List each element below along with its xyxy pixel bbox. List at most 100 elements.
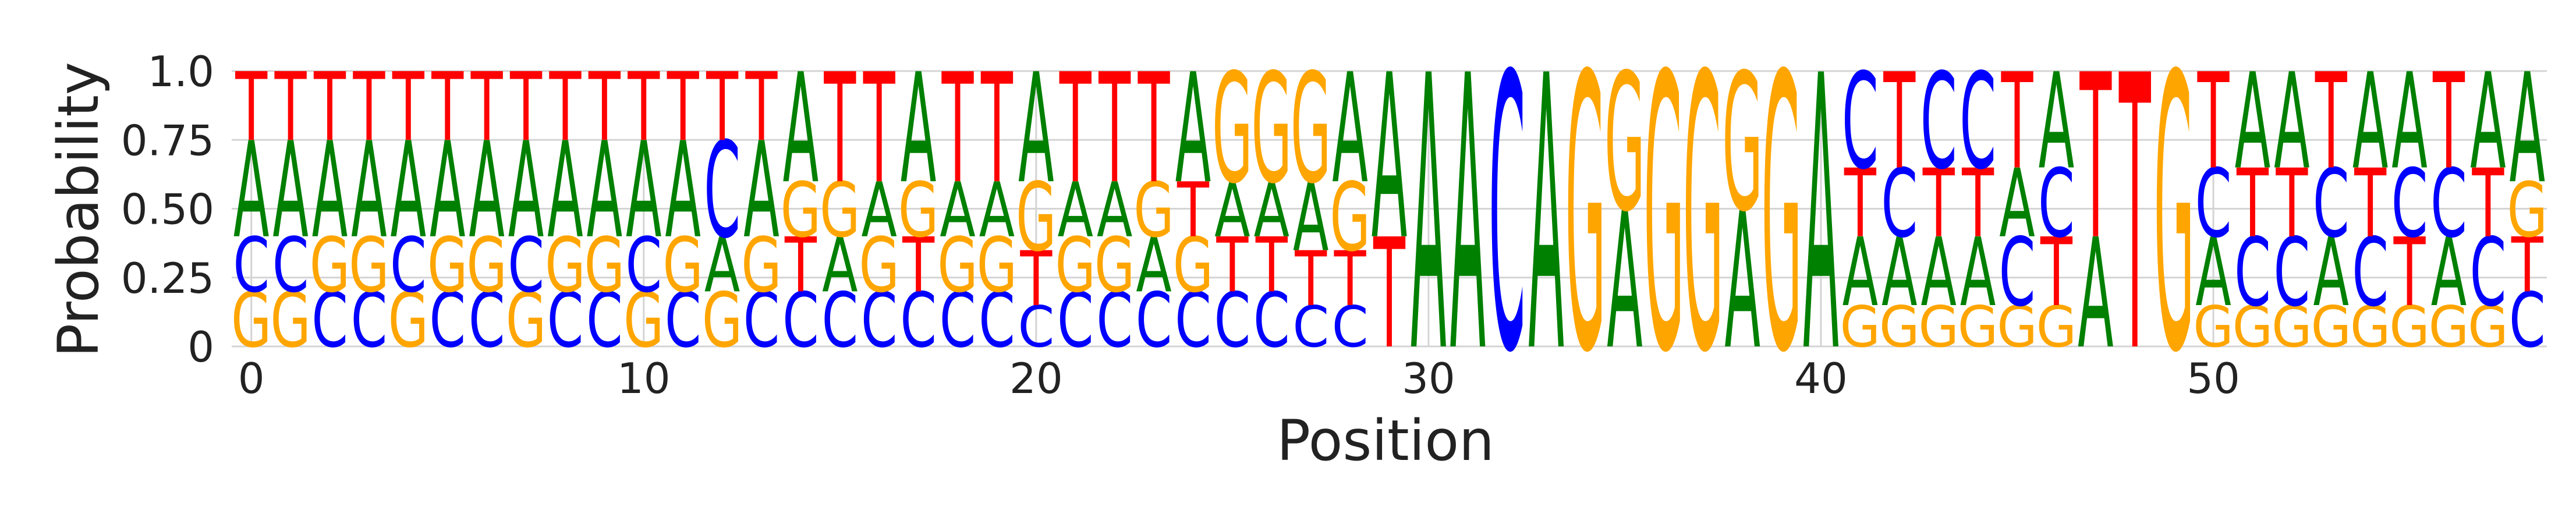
logo-letter-G: G xyxy=(2350,295,2391,360)
logo-letter-T: T xyxy=(2197,45,2230,199)
logo-letter-A: A xyxy=(351,114,387,267)
logo-letter-T: T xyxy=(667,52,699,162)
logo-letter-G: G xyxy=(2036,295,2077,360)
logo-letter-C: C xyxy=(508,222,544,310)
logo-letter-G: G xyxy=(1604,34,1645,254)
logo-letter-G: G xyxy=(662,222,703,310)
logo-letter-G: G xyxy=(741,222,782,310)
logo-letter-A: A xyxy=(312,114,348,267)
logo-letter-A: A xyxy=(1528,0,1564,436)
logo-letter-G: G xyxy=(2429,295,2469,360)
logo-letter-G: G xyxy=(231,277,272,364)
logo-letter-G: G xyxy=(1212,41,1253,217)
logo-letter-G: G xyxy=(2233,295,2273,360)
logo-letter-T: T xyxy=(1020,235,1053,323)
logo-letter-T: T xyxy=(2472,148,2504,259)
logo-letter-T: T xyxy=(353,52,385,162)
logo-letter-T: T xyxy=(1961,148,1994,259)
y-tick-labels: 0 0.25 0.50 0.75 1.0 xyxy=(121,47,214,371)
logo-letter-G: G xyxy=(584,222,625,310)
logo-letter-A: A xyxy=(2274,45,2309,199)
logo-letter-C: C xyxy=(665,277,701,364)
logo-letter-T: T xyxy=(431,52,464,162)
logo-letter-G: G xyxy=(1565,0,1606,436)
logo-letter-G: G xyxy=(859,222,899,310)
logo-letter-A: A xyxy=(1724,172,1760,391)
logo-letter-G: G xyxy=(506,277,547,364)
logo-letter-G: G xyxy=(2311,295,2351,360)
logo-letter-T: T xyxy=(2040,217,2072,327)
logo-letter-C: C xyxy=(2470,217,2507,327)
logo-letter-A: A xyxy=(822,222,858,310)
logo-letter-T: T xyxy=(1883,45,1916,199)
logo-letter-T: T xyxy=(2236,148,2269,259)
logo-letter-A: A xyxy=(2039,45,2074,199)
logo-letter-A: A xyxy=(2431,217,2467,327)
logo-letter-A: A xyxy=(1842,217,1878,327)
logo-letter-T: T xyxy=(549,52,582,162)
logo-letter-C: C xyxy=(1136,277,1172,364)
logo-letter-T: T xyxy=(2118,0,2152,436)
y-tick-label: 0.25 xyxy=(121,254,214,303)
x-tick-label: 10 xyxy=(617,354,671,403)
logo-letter-T: T xyxy=(1844,148,1876,259)
logo-letter-C: C xyxy=(272,222,309,310)
logo-letter-G: G xyxy=(1683,0,1724,436)
logo-letter-G: G xyxy=(1133,167,1174,254)
logo-letter-C: C xyxy=(2313,148,2350,259)
logo-letter-A: A xyxy=(1058,167,1093,254)
x-tick-label: 50 xyxy=(2187,354,2240,403)
logo-letter-C: C xyxy=(2195,148,2232,259)
logo-letter-A: A xyxy=(1136,222,1171,310)
logo-letter-A: A xyxy=(1097,167,1132,254)
logo-letter-C: C xyxy=(821,277,858,364)
logo-letter-T: T xyxy=(2079,26,2113,290)
logo-letter-A: A xyxy=(1175,41,1211,217)
logo-letter-A: A xyxy=(1803,0,1839,436)
logo-letter-C: C xyxy=(547,277,584,364)
logo-letter-G: G xyxy=(2272,295,2312,360)
logo-letter-G: G xyxy=(1879,295,1920,360)
logo-letter-T: T xyxy=(981,41,1014,217)
logo-letter-T: T xyxy=(588,52,621,162)
logo-letter-A: A xyxy=(391,114,426,267)
letter-stack-area: GCATGCATCGATCGATGCATCGATCGATGCATCGATCGAT… xyxy=(231,0,2547,436)
logo-letter-A: A xyxy=(1999,148,2035,259)
logo-letter-C: C xyxy=(2391,148,2428,259)
logo-letter-G: G xyxy=(1722,34,1763,254)
logo-letter-T: T xyxy=(1922,148,1955,259)
logo-letter-A: A xyxy=(2078,206,2113,382)
logo-letter-G: G xyxy=(898,167,939,254)
logo-letter-G: G xyxy=(1644,0,1685,436)
logo-letter-G: G xyxy=(349,222,389,310)
logo-letter-A: A xyxy=(469,114,504,267)
y-tick-label: 0 xyxy=(187,323,214,371)
logo-letter-T: T xyxy=(2393,217,2426,327)
logo-letter-A: A xyxy=(2470,45,2506,199)
logo-letter-G: G xyxy=(820,167,860,254)
y-tick-label: 0.50 xyxy=(121,185,214,234)
logo-letter-G: G xyxy=(2154,0,2195,436)
logo-letter-G: G xyxy=(1016,162,1057,272)
logo-letter-C: C xyxy=(940,277,976,364)
logo-letter-C: C xyxy=(586,277,623,364)
logo-letter-T: T xyxy=(824,41,856,217)
logo-letter-T: T xyxy=(628,52,660,162)
logo-letter-C: C xyxy=(1175,277,1211,364)
logo-letter-C: C xyxy=(2352,217,2389,327)
logo-letter-G: G xyxy=(1762,0,1802,436)
y-axis-label: Probability xyxy=(46,62,111,357)
logo-letter-A: A xyxy=(665,114,700,267)
logo-letter-A: A xyxy=(1214,167,1250,254)
logo-letter-G: G xyxy=(466,222,507,310)
logo-letter-T: T xyxy=(313,52,346,162)
logo-letter-C: C xyxy=(2509,277,2546,364)
logo-letter-C: C xyxy=(1292,295,1329,360)
logo-letter-G: G xyxy=(2389,295,2430,360)
logo-letter-A: A xyxy=(1372,26,1408,290)
logo-letter-G: G xyxy=(1958,295,1999,360)
logo-letter-G: G xyxy=(310,222,350,310)
logo-letter-C: C xyxy=(1096,277,1133,364)
logo-letter-C: C xyxy=(979,277,1015,364)
x-axis-label: Position xyxy=(1277,408,1494,473)
